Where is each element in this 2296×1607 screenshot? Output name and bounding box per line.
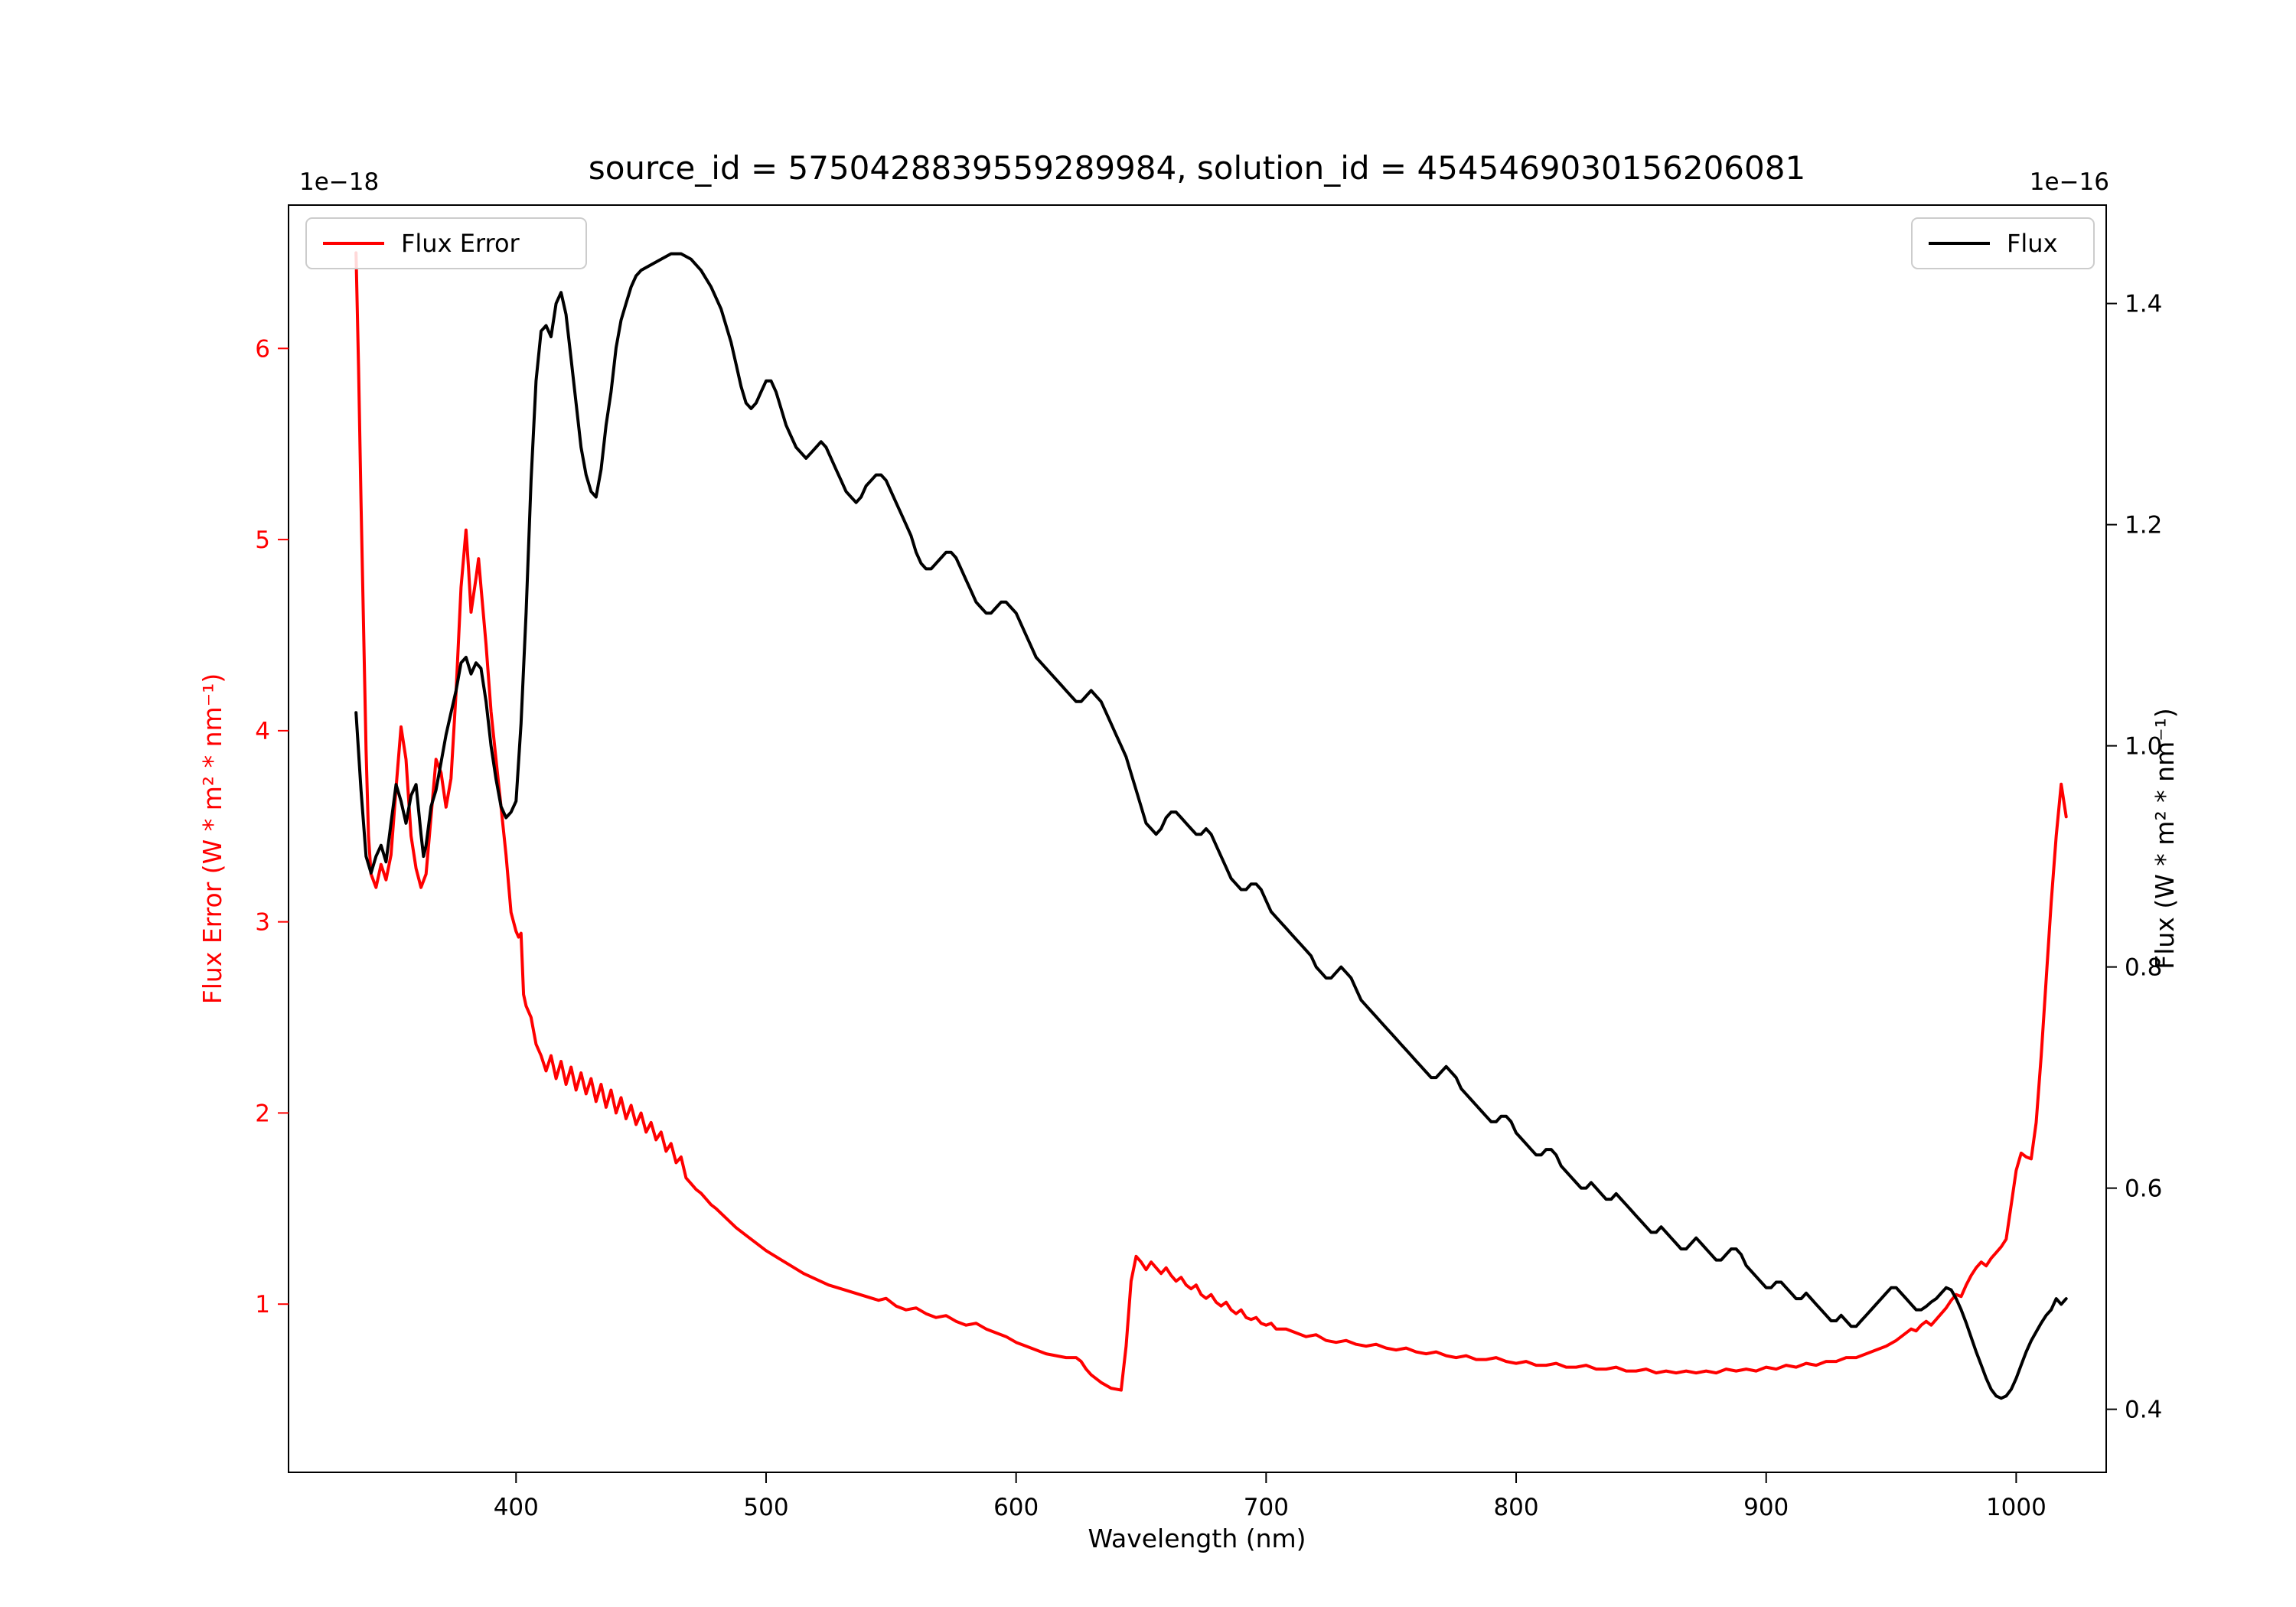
right-y-tick-label: 1.0 — [2125, 733, 2162, 761]
right-y-tick-label: 0.8 — [2125, 954, 2162, 982]
left-y-axis-label: Flux Error (W * m² * nm⁻¹) — [197, 673, 227, 1004]
chart-title: source_id = 5750428839559289984, solutio… — [589, 149, 1805, 187]
legend-flux-error-frame — [305, 217, 587, 269]
right-axis-scale-text: 1e−16 — [2030, 168, 2109, 196]
legend-flux-frame — [1911, 217, 2095, 269]
left-y-tick-label: 1 — [255, 1291, 270, 1319]
x-axis-ticks: 400 500 600 700 800 900 1000 — [494, 1472, 2047, 1521]
x-tick-label: 600 — [993, 1494, 1039, 1521]
right-y-axis-label: Flux (W * m² * nm⁻¹) — [2150, 708, 2180, 970]
x-tick-label: 1000 — [1986, 1494, 2047, 1521]
plot-area — [288, 204, 2107, 1473]
x-tick-label: 400 — [494, 1494, 539, 1521]
left-y-tick-label: 2 — [255, 1100, 270, 1127]
legend-flux-label: Flux — [2007, 229, 2058, 258]
right-y-tick-label: 1.4 — [2125, 291, 2162, 318]
x-tick-label: 500 — [743, 1494, 788, 1521]
left-y-tick-label: 6 — [255, 335, 270, 363]
x-axis-label: Wavelength (nm) — [1088, 1524, 1306, 1553]
right-y-axis-ticks: 0.4 0.6 0.8 1.0 1.2 1.4 — [2106, 291, 2162, 1424]
flux-error-line — [354, 251, 2068, 1392]
left-axis-scale-text: 1e−18 — [299, 168, 379, 196]
left-y-tick-label: 4 — [255, 718, 270, 745]
legend-flux: Flux — [1911, 217, 2095, 269]
legend-flux-error: Flux Error — [305, 217, 587, 269]
left-y-axis-ticks: 1 2 3 4 5 6 — [255, 335, 289, 1319]
left-y-tick-label: 3 — [255, 909, 270, 937]
left-y-tick-label: 5 — [255, 526, 270, 554]
x-tick-label: 700 — [1244, 1494, 1289, 1521]
flux-line — [354, 252, 2068, 1400]
x-tick-label: 900 — [1743, 1494, 1789, 1521]
right-y-tick-label: 1.2 — [2125, 512, 2162, 539]
right-y-tick-label: 0.4 — [2125, 1397, 2162, 1424]
x-tick-label: 800 — [1493, 1494, 1538, 1521]
legend-flux-error-label: Flux Error — [401, 229, 520, 258]
right-y-tick-label: 0.6 — [2125, 1175, 2162, 1203]
